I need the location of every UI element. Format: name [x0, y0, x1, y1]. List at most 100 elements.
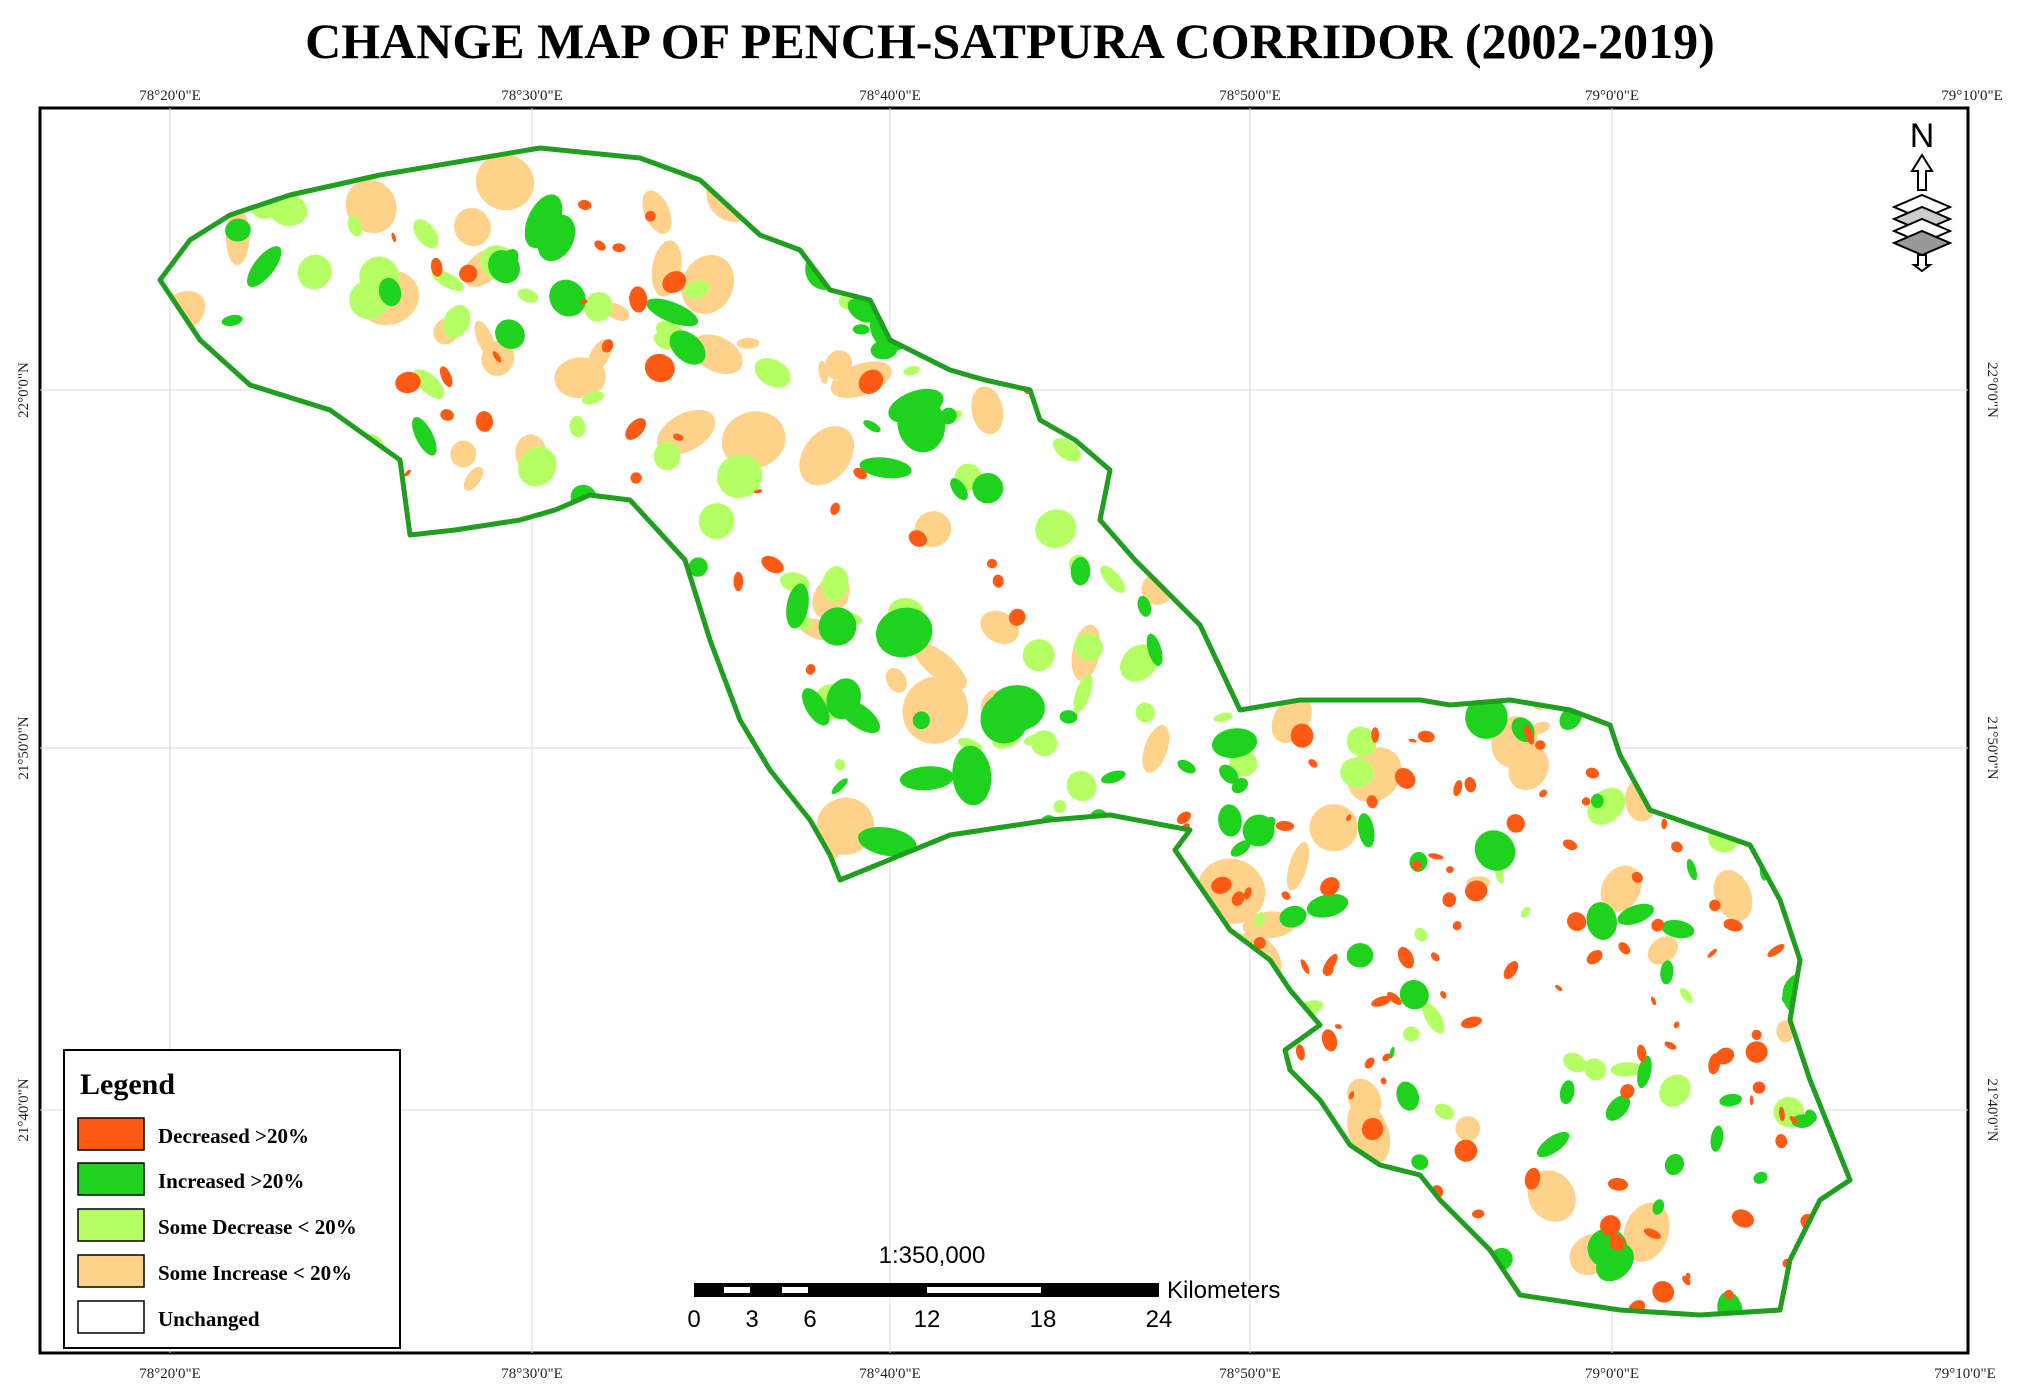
change-patch	[1618, 942, 1631, 955]
change-patch	[1396, 1081, 1420, 1111]
change-patch	[1527, 1170, 1576, 1222]
change-patch	[549, 279, 586, 317]
change-patch	[642, 190, 672, 234]
change-patch	[1430, 952, 1440, 962]
change-patch	[1070, 557, 1091, 586]
change-patch	[1219, 764, 1239, 784]
legend-item: Some Decrease < 20%	[77, 1208, 357, 1242]
change-patch	[1146, 633, 1163, 666]
change-patch	[1567, 912, 1587, 932]
legend-label: Decreased >20%	[158, 1124, 309, 1148]
change-patch	[601, 339, 614, 353]
change-patch	[1320, 877, 1340, 897]
legend-item: Some Increase < 20%	[77, 1254, 352, 1288]
change-patch	[1442, 892, 1457, 908]
change-patch	[1605, 1095, 1631, 1121]
change-patch	[413, 369, 445, 399]
change-patch	[1308, 759, 1318, 768]
change-patch	[1035, 509, 1077, 549]
change-patch	[1707, 948, 1717, 958]
scale-unit: Kilometers	[1167, 1277, 1280, 1304]
north-label: N	[1910, 117, 1935, 155]
change-patch	[644, 353, 675, 383]
change-patch	[1286, 842, 1310, 891]
change-patch	[1422, 1002, 1445, 1034]
change-patch	[858, 369, 884, 394]
change-patch	[569, 416, 586, 438]
graticule-top-label: 79°0'0"E	[1585, 88, 1639, 104]
change-patch	[1022, 639, 1055, 672]
graticule-right-label: 21°40'0"N	[1984, 1078, 2000, 1141]
change-patch	[1753, 1171, 1768, 1184]
graticule-bottom-label: 78°30'0"E	[501, 1366, 563, 1382]
change-patch	[519, 459, 533, 477]
change-patch	[221, 314, 243, 327]
change-patch	[1650, 996, 1657, 1006]
change-patch	[488, 250, 520, 284]
change-patch	[1581, 797, 1591, 806]
change-patch	[838, 699, 881, 734]
change-patch	[492, 351, 502, 363]
change-patch	[1503, 961, 1519, 980]
change-patch	[404, 469, 411, 477]
change-patch	[688, 557, 708, 577]
legend-swatch-increased	[77, 1162, 145, 1196]
change-patch	[1414, 927, 1428, 942]
change-patch	[1723, 918, 1743, 932]
change-patch	[524, 194, 563, 248]
graticule-left-label: 21°50'0"N	[16, 716, 32, 779]
change-patch	[1535, 740, 1546, 750]
change-patch	[1460, 1016, 1482, 1029]
change-patch	[852, 324, 870, 335]
change-patch	[395, 371, 421, 394]
change-patch	[761, 555, 784, 574]
change-patch	[1100, 565, 1126, 593]
graticule-top-label: 78°20'0"E	[139, 88, 201, 104]
change-patch	[897, 395, 946, 453]
change-patch	[875, 607, 933, 658]
change-patch	[517, 288, 539, 303]
change-patch	[885, 667, 907, 693]
change-patch	[1321, 1029, 1338, 1052]
change-patch	[1346, 726, 1377, 757]
change-patch	[297, 254, 332, 290]
change-patch	[412, 417, 437, 456]
change-patch	[818, 607, 857, 646]
change-patch	[1334, 1024, 1342, 1030]
change-patch	[1306, 893, 1349, 918]
change-patch	[912, 641, 967, 690]
change-patch	[903, 365, 920, 376]
change-patch	[450, 440, 477, 468]
change-patch	[430, 257, 443, 277]
change-patch	[821, 566, 849, 602]
change-patch	[1775, 1134, 1788, 1149]
change-patch	[1664, 1153, 1685, 1176]
change-patch	[475, 154, 535, 211]
change-patch	[912, 711, 930, 730]
graticule-bottom-label: 78°20'0"E	[139, 1366, 201, 1382]
change-patch	[1434, 1103, 1455, 1120]
change-patch	[1586, 902, 1617, 940]
change-patch	[1177, 811, 1191, 825]
change-patch	[1295, 1044, 1305, 1061]
change-patch	[1709, 899, 1721, 912]
change-patch	[1682, 1275, 1691, 1286]
change-patch	[1637, 1055, 1652, 1088]
legend: Legend Decreased >20% Increased >20% Som…	[63, 1049, 401, 1349]
legend-swatch-unchanged	[77, 1300, 145, 1334]
graticule-left-label: 21°40'0"N	[16, 1078, 32, 1141]
change-patch	[858, 826, 917, 857]
change-patch	[454, 207, 491, 247]
change-patch	[952, 745, 992, 806]
legend-swatch-some-decrease	[77, 1208, 145, 1242]
change-patch	[1428, 853, 1444, 860]
change-patch	[1751, 1029, 1762, 1041]
change-patch	[1661, 919, 1695, 939]
corridor-boundary	[157, 145, 1853, 1318]
change-patch	[1403, 1026, 1420, 1042]
change-patch	[1073, 674, 1093, 713]
change-patch	[594, 240, 606, 251]
change-patch	[1322, 963, 1334, 977]
scale-tick-label: 6	[803, 1306, 816, 1333]
